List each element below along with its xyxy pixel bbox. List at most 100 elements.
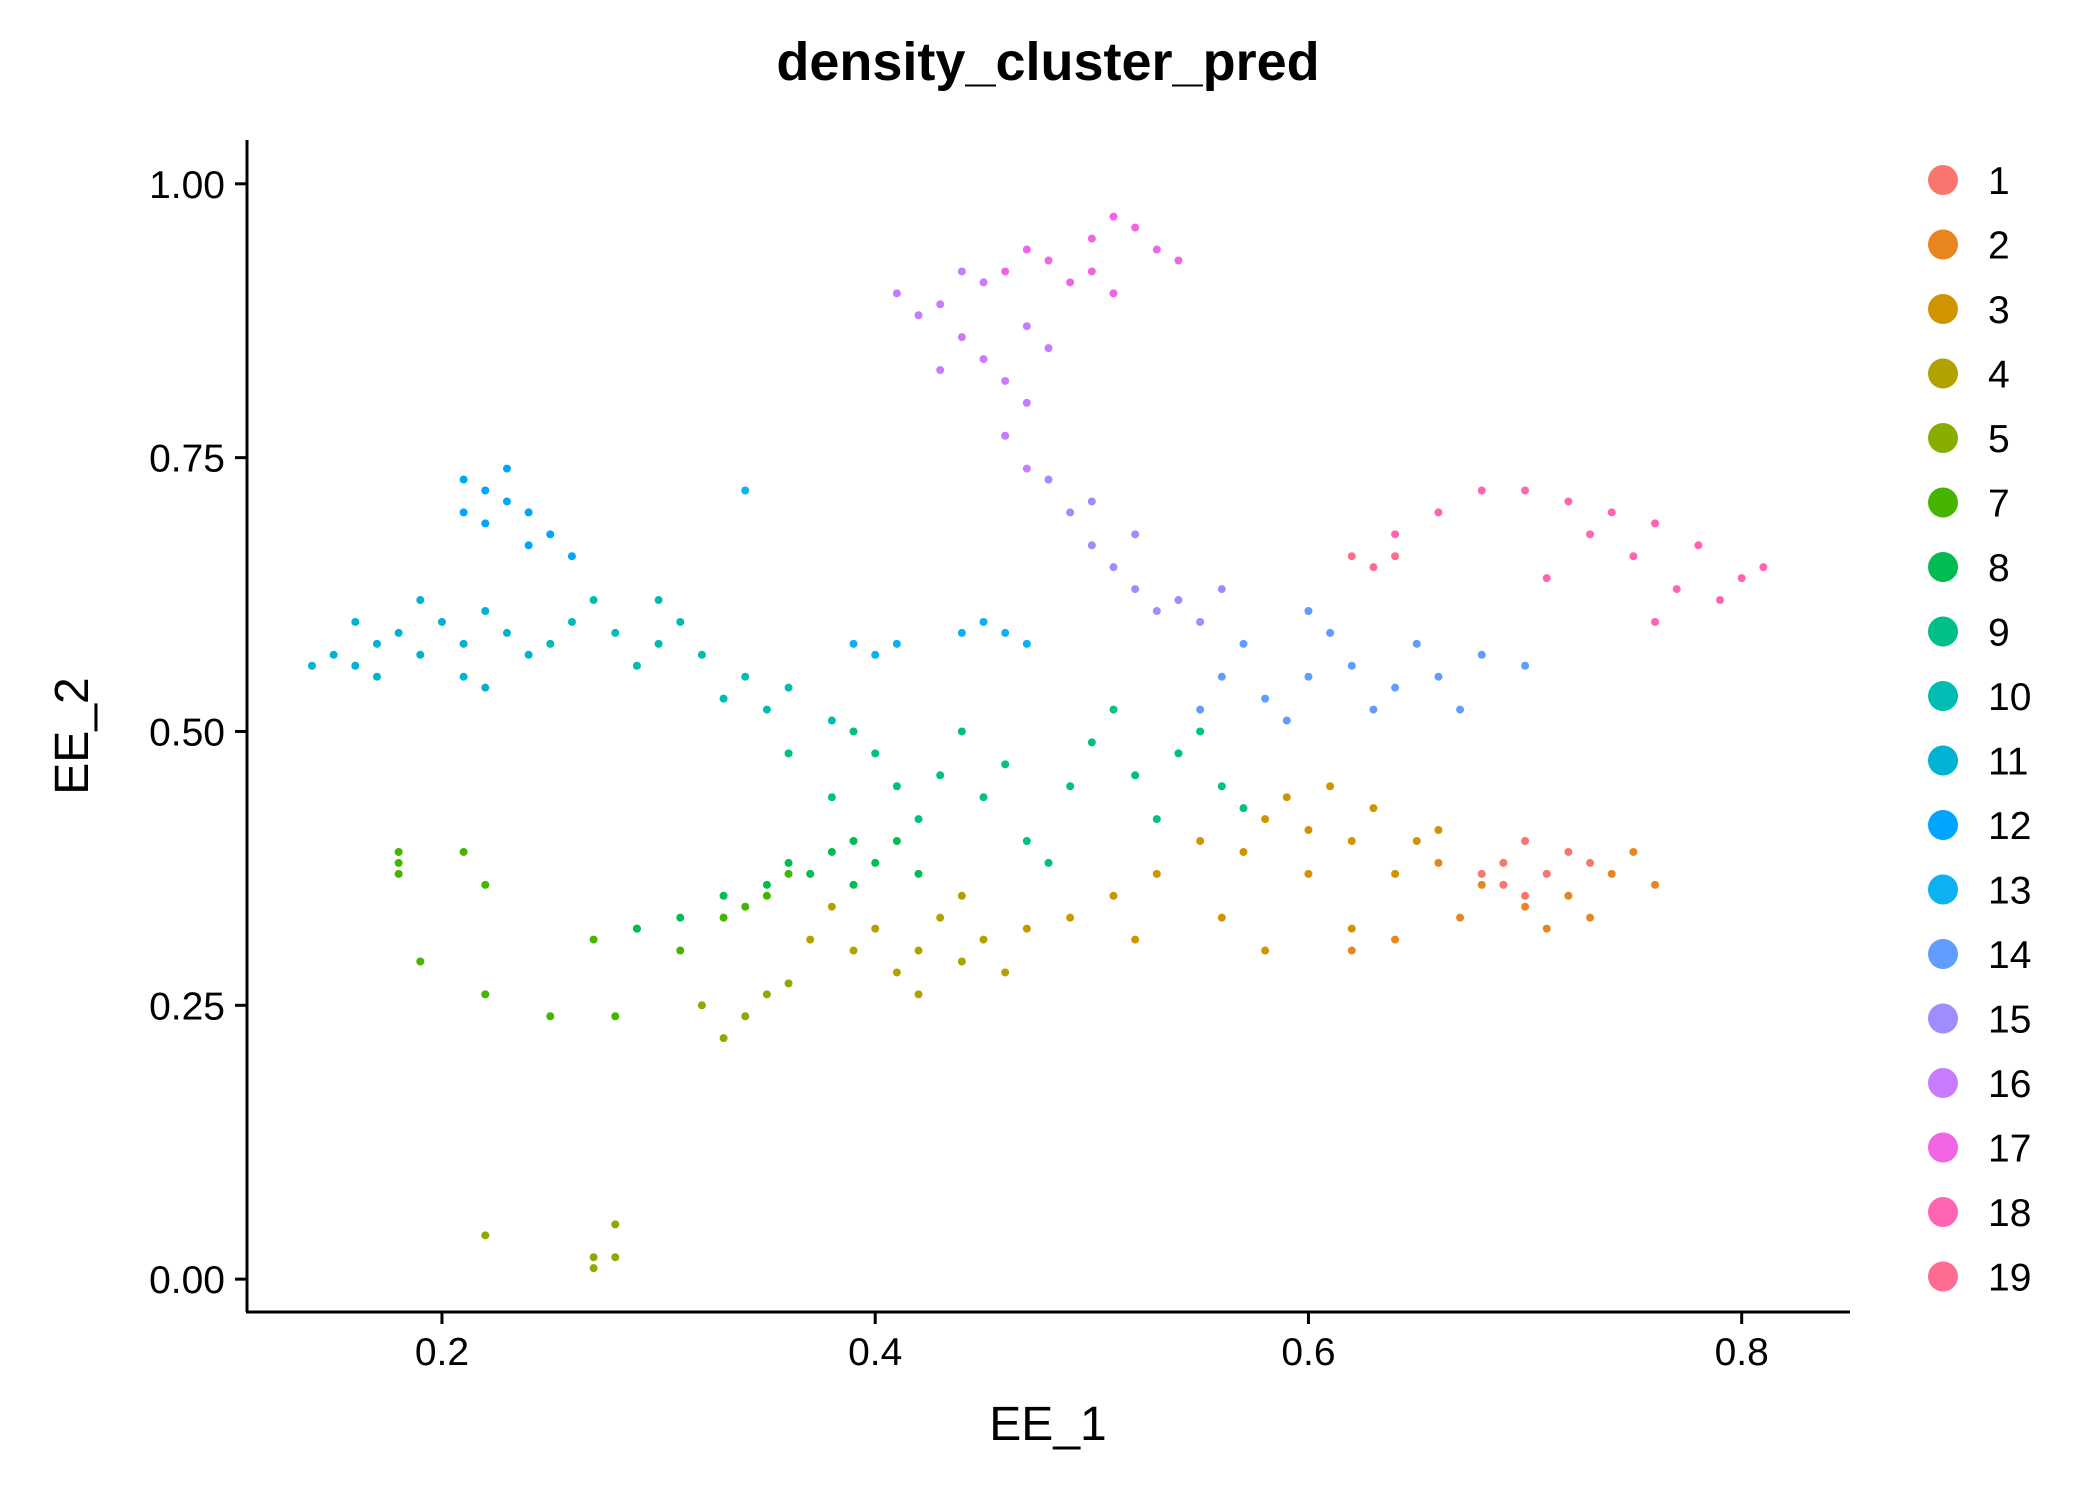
point-cluster-14 <box>1521 661 1530 670</box>
point-cluster-2 <box>1607 869 1616 878</box>
point-cluster-14 <box>1282 716 1291 725</box>
point-cluster-10 <box>827 716 836 725</box>
series-13 <box>741 486 1031 659</box>
x-tick-label: 0.4 <box>848 1331 902 1374</box>
legend-item-13: 13 <box>1928 870 2031 913</box>
legend-key <box>1928 874 1958 905</box>
point-cluster-5 <box>697 1001 706 1010</box>
legend-label: 15 <box>1988 999 2031 1042</box>
point-cluster-3 <box>1391 869 1400 878</box>
point-cluster-10 <box>784 683 793 692</box>
legend-label: 16 <box>1988 1063 2031 1106</box>
point-cluster-11 <box>502 628 511 637</box>
point-cluster-1 <box>1564 847 1573 856</box>
legend-key <box>1928 745 1958 776</box>
point-cluster-19 <box>1369 563 1378 572</box>
point-cluster-8 <box>719 891 728 900</box>
point-cluster-16 <box>1022 398 1031 407</box>
point-cluster-16 <box>1001 376 1010 385</box>
legend-key <box>1928 165 1958 195</box>
legend-label: 14 <box>1988 934 2031 977</box>
legend-key <box>1928 1197 1958 1227</box>
point-cluster-5 <box>589 1253 598 1262</box>
point-cluster-15 <box>1087 541 1096 550</box>
point-cluster-5 <box>784 979 793 988</box>
point-cluster-10 <box>676 617 685 626</box>
x-tick-label: 0.6 <box>1281 1331 1335 1374</box>
point-cluster-7 <box>611 1012 620 1021</box>
point-cluster-17 <box>1131 223 1140 232</box>
point-cluster-14 <box>1434 672 1443 681</box>
point-cluster-5 <box>611 1220 620 1229</box>
point-cluster-9 <box>1174 749 1183 758</box>
point-cluster-18 <box>1629 552 1638 561</box>
point-cluster-11 <box>459 672 468 681</box>
legend-label: 12 <box>1988 805 2031 848</box>
point-cluster-14 <box>1261 694 1270 703</box>
series-4 <box>806 891 1010 999</box>
x-axis-ticks: 0.2 0.4 0.6 0.8 <box>415 1312 1769 1374</box>
y-tick-label: 1.00 <box>149 164 225 207</box>
legend-label: 4 <box>1988 354 2010 397</box>
point-cluster-10 <box>741 672 750 681</box>
point-cluster-2 <box>1651 880 1660 889</box>
point-cluster-9 <box>1022 837 1031 846</box>
point-cluster-9 <box>827 793 836 802</box>
point-cluster-14 <box>1391 683 1400 692</box>
point-cluster-14 <box>1304 672 1313 681</box>
point-cluster-12 <box>502 497 511 506</box>
legend-item-5: 5 <box>1928 418 2010 461</box>
legend-item-14: 14 <box>1928 934 2031 977</box>
point-cluster-15 <box>1131 585 1140 594</box>
point-cluster-18 <box>1521 486 1530 495</box>
legend-key <box>1928 552 1958 582</box>
point-cluster-2 <box>1521 902 1530 911</box>
point-cluster-10 <box>546 639 555 648</box>
series-12 <box>459 464 576 561</box>
point-cluster-3 <box>1347 837 1356 846</box>
point-cluster-16 <box>1022 322 1031 331</box>
series-7 <box>394 847 793 1021</box>
point-cluster-1 <box>1542 869 1551 878</box>
point-cluster-3 <box>1196 837 1205 846</box>
point-cluster-9 <box>1087 738 1096 747</box>
point-cluster-11 <box>524 650 533 659</box>
legend-key <box>1928 358 1958 389</box>
series-11 <box>307 596 533 692</box>
point-cluster-10 <box>632 661 641 670</box>
point-cluster-16 <box>957 267 966 276</box>
point-cluster-2 <box>1629 847 1638 856</box>
point-cluster-15 <box>1131 530 1140 539</box>
point-cluster-17 <box>1109 212 1118 221</box>
point-cluster-18 <box>1759 563 1768 572</box>
legend-key <box>1928 681 1958 711</box>
point-cluster-18 <box>1672 585 1681 594</box>
point-cluster-3 <box>1109 891 1118 900</box>
legend-label: 10 <box>1988 676 2031 719</box>
x-tick-label: 0.8 <box>1715 1331 1769 1374</box>
point-cluster-3 <box>1217 913 1226 922</box>
point-cluster-4 <box>957 891 966 900</box>
point-cluster-11 <box>416 596 425 605</box>
legend-label: 11 <box>1988 741 2029 784</box>
point-cluster-8 <box>762 880 771 889</box>
series-1 <box>1477 837 1595 900</box>
series-5 <box>481 979 793 1273</box>
point-cluster-7 <box>762 891 771 900</box>
point-cluster-2 <box>1564 891 1573 900</box>
point-cluster-3 <box>1152 869 1161 878</box>
point-cluster-4 <box>849 946 858 955</box>
point-cluster-8 <box>849 880 858 889</box>
point-cluster-14 <box>1326 628 1335 637</box>
legend-label: 3 <box>1988 289 2010 332</box>
point-cluster-11 <box>372 672 381 681</box>
series-19 <box>1347 552 1400 572</box>
legend-item-16: 16 <box>1928 1063 2031 1106</box>
point-cluster-5 <box>611 1253 620 1262</box>
legend-label: 19 <box>1988 1257 2031 1300</box>
y-tick-label: 0.75 <box>149 438 225 481</box>
point-cluster-10 <box>697 650 706 659</box>
point-cluster-9 <box>1131 771 1140 780</box>
legend-key <box>1928 1132 1958 1163</box>
point-cluster-7 <box>481 990 490 999</box>
